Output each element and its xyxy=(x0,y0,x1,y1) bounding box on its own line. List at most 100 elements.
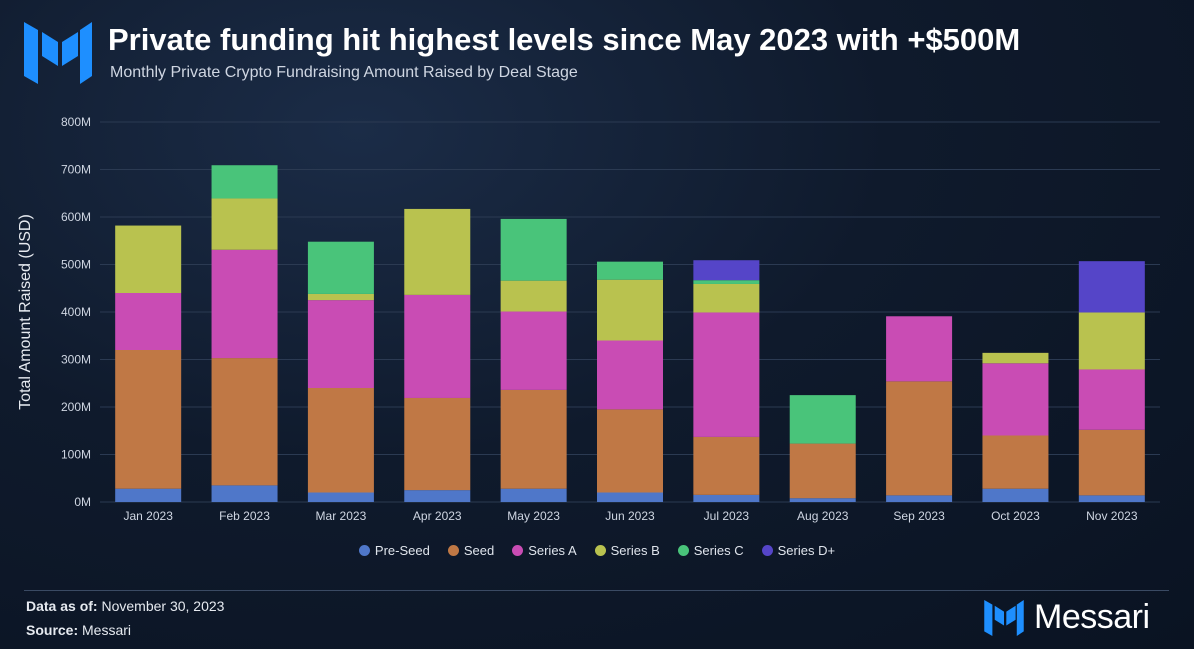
x-tick-label: May 2023 xyxy=(507,509,560,523)
bar-segment xyxy=(307,300,374,388)
bar-segment xyxy=(693,280,760,284)
messari-logo-icon xyxy=(24,22,92,84)
legend-item: Series D+ xyxy=(761,543,836,558)
data-as-of-label: Data as of: xyxy=(26,598,98,614)
bar-segment xyxy=(115,488,182,502)
bar-segment xyxy=(500,218,567,281)
bar-segment xyxy=(789,443,856,499)
y-tick-label: 0M xyxy=(74,495,91,509)
brand-name: Messari xyxy=(1034,598,1150,636)
legend-swatch xyxy=(594,545,606,556)
bar-segment xyxy=(307,492,374,502)
bar-segment xyxy=(404,294,471,398)
x-tick-label: Jan 2023 xyxy=(123,509,173,523)
legend-swatch xyxy=(677,545,689,556)
y-tick-label: 600M xyxy=(61,210,91,224)
y-tick-label: 800M xyxy=(61,115,91,129)
bar-segment xyxy=(1078,261,1145,313)
x-tick-label: Oct 2023 xyxy=(991,509,1040,523)
bar-segment xyxy=(500,488,567,502)
bar-segment xyxy=(1078,429,1145,496)
legend-item: Seed xyxy=(447,543,495,558)
legend-label: Pre-Seed xyxy=(374,543,430,558)
y-axis-label: Total Amount Raised (USD) xyxy=(17,214,34,410)
bar-segment xyxy=(115,350,182,489)
bar-segment xyxy=(597,492,663,502)
bar-segment xyxy=(211,165,278,199)
bar-segment xyxy=(1078,312,1145,370)
legend-item: Series B xyxy=(594,543,660,558)
y-tick-label: 500M xyxy=(61,258,91,272)
y-tick-label: 200M xyxy=(61,400,91,414)
bar-segment xyxy=(115,225,182,293)
bar-segment xyxy=(982,435,1049,489)
legend-label: Series A xyxy=(528,543,577,558)
bar-segment xyxy=(500,311,567,390)
bar-segment xyxy=(1078,495,1145,502)
bar-segment xyxy=(1078,369,1145,430)
data-as-of-value: November 30, 2023 xyxy=(101,598,225,614)
bar-segment xyxy=(597,261,663,280)
source-line: Source: Messari xyxy=(26,622,131,638)
y-tick-label: 700M xyxy=(61,163,91,177)
legend-label: Series B xyxy=(610,543,660,558)
footer-divider xyxy=(24,590,1169,591)
bar-segment xyxy=(404,208,471,295)
y-tick-label: 300M xyxy=(61,353,91,367)
chart-subtitle: Monthly Private Crypto Fundraising Amoun… xyxy=(110,64,578,81)
x-tick-label: Mar 2023 xyxy=(316,509,367,523)
legend-item: Series A xyxy=(512,543,577,558)
bar-segment xyxy=(404,397,471,491)
legend-item: Series C xyxy=(677,543,744,558)
bar-segment xyxy=(500,280,567,312)
x-tick-label: Feb 2023 xyxy=(219,509,270,523)
legend-label: Series C xyxy=(693,543,744,558)
bar-segment xyxy=(693,436,760,495)
x-tick-label: Aug 2023 xyxy=(797,509,849,523)
data-as-of-line: Data as of: November 30, 2023 xyxy=(26,598,224,614)
legend-label: Seed xyxy=(463,543,495,558)
bar-segment xyxy=(886,495,953,502)
x-tick-label: Nov 2023 xyxy=(1086,509,1138,523)
legend-swatch xyxy=(447,545,459,556)
bar-segment xyxy=(211,358,278,486)
bar-segment xyxy=(982,363,1049,436)
legend-swatch xyxy=(512,545,524,556)
bar-segment xyxy=(886,381,953,496)
x-tick-label: Apr 2023 xyxy=(413,509,462,523)
bar-segment xyxy=(693,260,760,281)
bar-segment xyxy=(211,198,278,250)
bar-segment xyxy=(597,279,663,341)
bar-segment xyxy=(307,293,374,301)
messari-brand-icon xyxy=(984,599,1024,636)
bar-segment xyxy=(982,352,1049,364)
source-label: Source: xyxy=(26,622,79,638)
bar-segment xyxy=(211,249,278,359)
bar-segment xyxy=(307,388,374,493)
bar-segment xyxy=(597,409,663,493)
bar-segment xyxy=(886,316,953,382)
bar-segment xyxy=(115,293,182,350)
source-value: Messari xyxy=(82,622,132,638)
legend-swatch xyxy=(358,545,370,556)
x-tick-label: Jul 2023 xyxy=(704,509,750,523)
bar-segment xyxy=(693,494,760,502)
bar-segment xyxy=(597,340,663,410)
x-tick-label: Jun 2023 xyxy=(605,509,655,523)
stacked-bar-chart: 0M 100M 200M 300M 400M 500M 600M 700M 800M Total … xyxy=(17,115,1160,523)
bar-segment xyxy=(404,490,471,502)
bar-segment xyxy=(211,485,278,502)
legend-swatch xyxy=(761,545,773,556)
bar-segment xyxy=(500,389,567,489)
bar-segment xyxy=(789,498,856,502)
chart-title: Private funding hit highest levels since… xyxy=(108,22,1021,57)
legend-label: Series D+ xyxy=(777,543,836,558)
bar-segment xyxy=(307,241,374,294)
bar-segment xyxy=(982,488,1049,502)
y-tick-label: 100M xyxy=(61,448,91,462)
chart-legend: Pre-Seed Seed Series A Series B Series C Seri… xyxy=(0,543,1194,558)
bar-segment xyxy=(789,395,856,444)
brand-logo: Messari xyxy=(984,598,1150,637)
x-tick-label: Sep 2023 xyxy=(893,509,945,523)
legend-item: Pre-Seed xyxy=(358,543,430,558)
